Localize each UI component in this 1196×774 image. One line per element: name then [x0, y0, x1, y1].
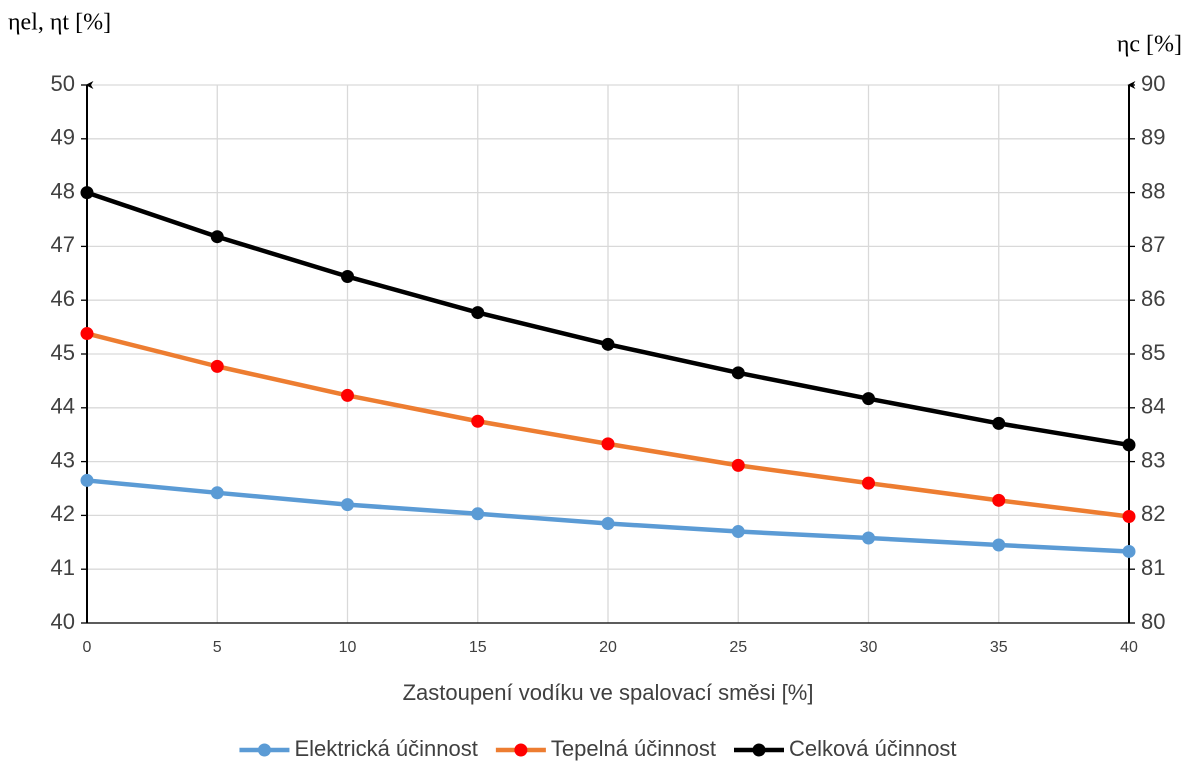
data-point: [862, 392, 875, 406]
legend-marker: [257, 743, 271, 757]
y-tick-label: 40: [51, 609, 75, 634]
data-point: [862, 476, 875, 490]
data-point: [471, 306, 485, 320]
legend-item: Elektrická účinnost: [239, 736, 478, 761]
x-tick-label: 5: [213, 639, 222, 656]
x-tick-label: 25: [729, 639, 747, 656]
y-tick-label: 46: [51, 286, 75, 311]
data-point: [1122, 438, 1136, 452]
data-point: [210, 486, 224, 500]
legend-item: Tepelná účinnost: [495, 736, 716, 761]
y-tick-label: 45: [51, 340, 75, 365]
data-point: [601, 437, 615, 451]
data-point: [992, 493, 1006, 507]
data-point: [992, 538, 1006, 552]
x-tick-label: 30: [860, 639, 878, 656]
data-point: [210, 230, 224, 244]
data-point: [1122, 509, 1136, 523]
data-point: [731, 525, 745, 539]
data-point: [862, 531, 875, 545]
x-tick-label: 0: [83, 639, 92, 656]
x-tick-label: 35: [990, 639, 1008, 656]
legend-label: Tepelná účinnost: [551, 736, 716, 761]
data-point: [471, 414, 485, 428]
y-tick-label: 41: [51, 555, 75, 580]
y2-tick-label: 80: [1141, 609, 1165, 634]
data-point: [80, 473, 94, 487]
data-point: [210, 359, 224, 373]
x-tick-label: 10: [339, 639, 357, 656]
data-point: [471, 507, 485, 521]
data-point: [992, 416, 1006, 430]
legend-marker: [752, 743, 766, 757]
legend-label: Elektrická účinnost: [294, 736, 477, 761]
data-point: [731, 366, 745, 380]
y2-tick-label: 89: [1141, 125, 1165, 150]
data-point: [1122, 544, 1136, 558]
y2-tick-label: 87: [1141, 232, 1165, 257]
x-tick-label: 15: [469, 639, 487, 656]
data-point: [341, 498, 354, 512]
y-tick-label: 49: [51, 125, 75, 150]
legend-label: Celková účinnost: [789, 736, 957, 761]
y2-tick-label: 85: [1141, 340, 1165, 365]
x-tick-label: 40: [1120, 639, 1138, 656]
y-tick-label: 48: [51, 178, 75, 203]
y2-tick-label: 83: [1141, 447, 1165, 472]
legend: Elektrická účinnost Tepelná účinnost Celko…: [239, 736, 957, 761]
y2-axis-label: ηc [%]: [1117, 32, 1182, 58]
y2-tick-label: 84: [1141, 394, 1165, 419]
y-tick-label: 42: [51, 501, 75, 526]
y2-tick-label: 90: [1141, 71, 1165, 96]
y2-tick-label: 88: [1141, 178, 1165, 203]
data-point: [80, 186, 94, 200]
y2-tick-label: 86: [1141, 286, 1165, 311]
data-point: [80, 327, 94, 341]
legend-marker: [514, 743, 528, 757]
y2-tick-label: 82: [1141, 501, 1165, 526]
data-point: [601, 516, 615, 530]
x-tick-label: 20: [599, 639, 617, 656]
x-axis-label: Zastoupení vodíku ve spalovací směsi [%]: [403, 680, 814, 705]
data-point: [341, 388, 354, 402]
data-point: [731, 458, 745, 472]
data-point: [341, 270, 354, 284]
legend-item: Celková účinnost: [734, 736, 957, 761]
data-point: [601, 337, 615, 351]
y-tick-label: 43: [51, 447, 75, 472]
y-axis-label: ηel, ηt [%]: [8, 10, 111, 36]
y-tick-label: 50: [51, 71, 75, 96]
y2-tick-label: 81: [1141, 555, 1165, 580]
y-tick-label: 44: [51, 394, 75, 419]
y-tick-label: 47: [51, 232, 75, 257]
